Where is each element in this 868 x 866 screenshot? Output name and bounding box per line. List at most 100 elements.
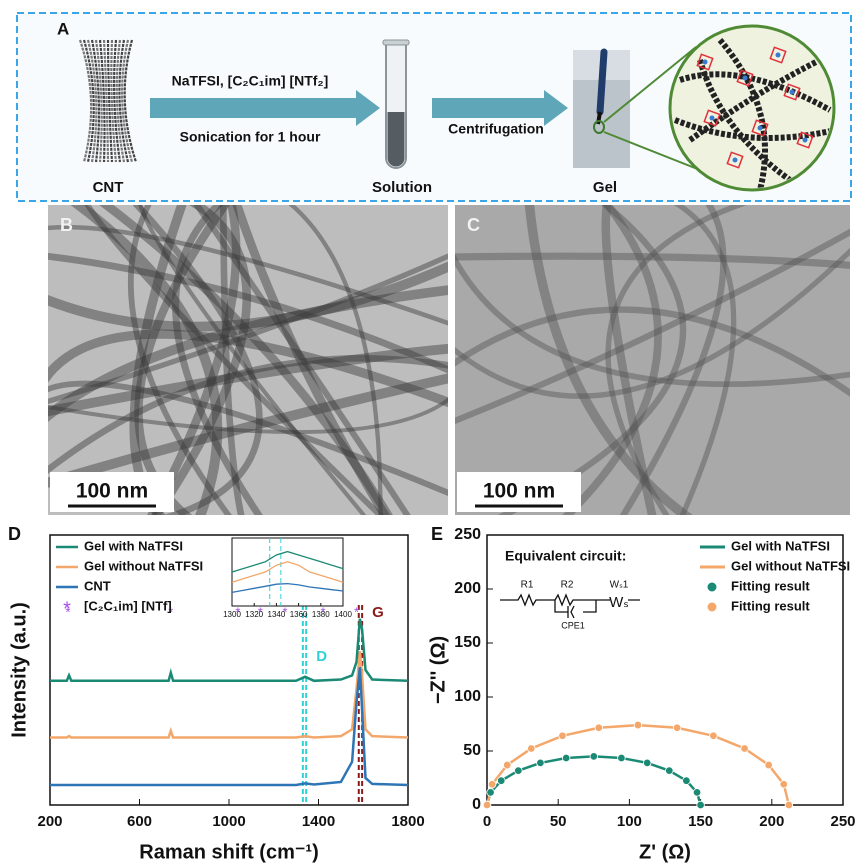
- fit-marker: [590, 753, 598, 761]
- peak-label: D: [316, 648, 327, 665]
- panel-letter: B: [60, 215, 73, 235]
- x-tick-label: 0: [483, 813, 491, 830]
- legend-label: Gel without NaTFSI: [84, 558, 203, 573]
- test-tube: [383, 40, 409, 168]
- x-tick-label: 50: [550, 813, 567, 830]
- x-tick-label: 1400: [334, 610, 352, 619]
- step-label: Centrifugation: [448, 121, 544, 137]
- x-tick-label: 1800: [391, 813, 424, 830]
- fit-marker: [643, 759, 651, 767]
- panel-letter: D: [8, 524, 21, 544]
- fit-marker: [559, 732, 567, 740]
- fit-marker: [595, 724, 603, 732]
- circuit-symbol: Wₛ: [609, 594, 629, 611]
- x-tick-label: 1400: [302, 813, 335, 830]
- y-tick-label: 50: [463, 742, 481, 759]
- x-axis-label: Z' (Ω): [639, 841, 691, 863]
- y-tick-label: 150: [454, 634, 481, 651]
- fit-marker: [503, 761, 511, 769]
- legend-label: [C₂C₁im] [NTf]: [84, 598, 172, 613]
- fit-marker: [780, 780, 788, 788]
- x-tick-label: 600: [127, 813, 152, 830]
- circuit-label: R2: [561, 580, 574, 591]
- asterisk: *: [354, 604, 359, 619]
- legend-label: Gel with NaTFSI: [84, 538, 183, 553]
- fit-marker: [537, 759, 545, 767]
- y-tick-label: 100: [454, 688, 481, 705]
- panel-b: B 100 nm: [28, 185, 468, 535]
- legend-label: CNT: [84, 578, 111, 593]
- fit-marker: [497, 777, 505, 785]
- ion-core: [758, 126, 763, 131]
- x-tick-label: 250: [830, 813, 855, 830]
- scale-bar-label: 100 nm: [483, 480, 555, 503]
- ion-core: [803, 138, 808, 143]
- ion-core: [710, 116, 715, 121]
- fit-marker: [527, 745, 535, 753]
- ion-core: [703, 60, 708, 65]
- legend-label: Fitting result: [731, 578, 810, 593]
- x-tick-label: 1000: [212, 813, 245, 830]
- circuit-label: Wₛ1: [610, 580, 629, 591]
- x-tick-label: 1380: [312, 610, 330, 619]
- x-tick-label: 1300: [223, 610, 241, 619]
- panel-c: C 100 nm: [435, 185, 868, 535]
- fit-marker: [765, 761, 773, 769]
- ion-core: [733, 158, 738, 163]
- legend-label: Gel without NaTFSI: [731, 558, 850, 573]
- x-tick-label: 1320: [245, 610, 263, 619]
- x-tick-label: 1360: [290, 610, 308, 619]
- ion-core: [743, 76, 748, 81]
- x-tick-label: 100: [617, 813, 642, 830]
- fit-marker: [693, 789, 701, 797]
- y-axis-label: Intensity (a.u.): [8, 602, 30, 738]
- panel-letter: C: [467, 215, 480, 235]
- y-tick-label: 200: [454, 580, 481, 597]
- fit-marker: [483, 801, 491, 809]
- x-tick-label: 150: [688, 813, 713, 830]
- fit-marker: [683, 777, 691, 785]
- step-label: NaTFSI, [C₂C₁im] [NTf₂]: [172, 73, 329, 89]
- fit-marker: [741, 745, 749, 753]
- fit-marker: [665, 767, 673, 775]
- fit-marker: [515, 767, 523, 775]
- legend-swatch: *: [63, 598, 71, 620]
- y-tick-label: 250: [454, 526, 481, 543]
- cnt-label: CNT: [93, 179, 124, 196]
- fit-marker: [673, 724, 681, 732]
- fit-marker: [634, 721, 642, 729]
- fit-marker: [488, 780, 496, 788]
- legend-swatch: [707, 602, 717, 612]
- fit-marker: [618, 754, 626, 762]
- circuit-label: R1: [521, 580, 534, 591]
- plot-frame: [232, 538, 343, 606]
- scale-bar-label: 100 nm: [76, 480, 148, 503]
- x-tick-label: 1340: [268, 610, 286, 619]
- fit-marker: [562, 754, 570, 762]
- fit-marker: [710, 732, 718, 740]
- circuit-title: Equivalent circuit:: [505, 548, 626, 564]
- x-tick-label: 200: [759, 813, 784, 830]
- gel-label: Gel: [593, 179, 617, 196]
- panel-letter: E: [431, 524, 443, 544]
- peak-label: G: [372, 604, 384, 621]
- solution-label: Solution: [372, 179, 432, 196]
- panel-letter: A: [57, 19, 69, 38]
- ion-core: [790, 90, 795, 95]
- fit-marker: [785, 801, 793, 809]
- fit-marker: [487, 789, 495, 797]
- y-axis-label: −Z'' (Ω): [427, 636, 449, 704]
- legend-label: Gel with NaTFSI: [731, 538, 830, 553]
- figure: A CNT NaTFSI, [C₂C₁im] [NTf₂] Sonication…: [0, 0, 868, 866]
- fit-marker: [697, 801, 705, 809]
- x-axis-label: Raman shift (cm⁻¹): [139, 841, 318, 863]
- circuit-label: CPE1: [561, 620, 585, 630]
- ion-core: [776, 53, 781, 58]
- legend-swatch: [707, 582, 717, 592]
- step-label: Sonication for 1 hour: [180, 129, 321, 145]
- callout-circle: [670, 26, 834, 190]
- y-tick-label: 0: [472, 796, 481, 813]
- panel-a: A CNT NaTFSI, [C₂C₁im] [NTf₂] Sonication…: [17, 13, 851, 201]
- legend-label: Fitting result: [731, 598, 810, 613]
- x-tick-label: 200: [37, 813, 62, 830]
